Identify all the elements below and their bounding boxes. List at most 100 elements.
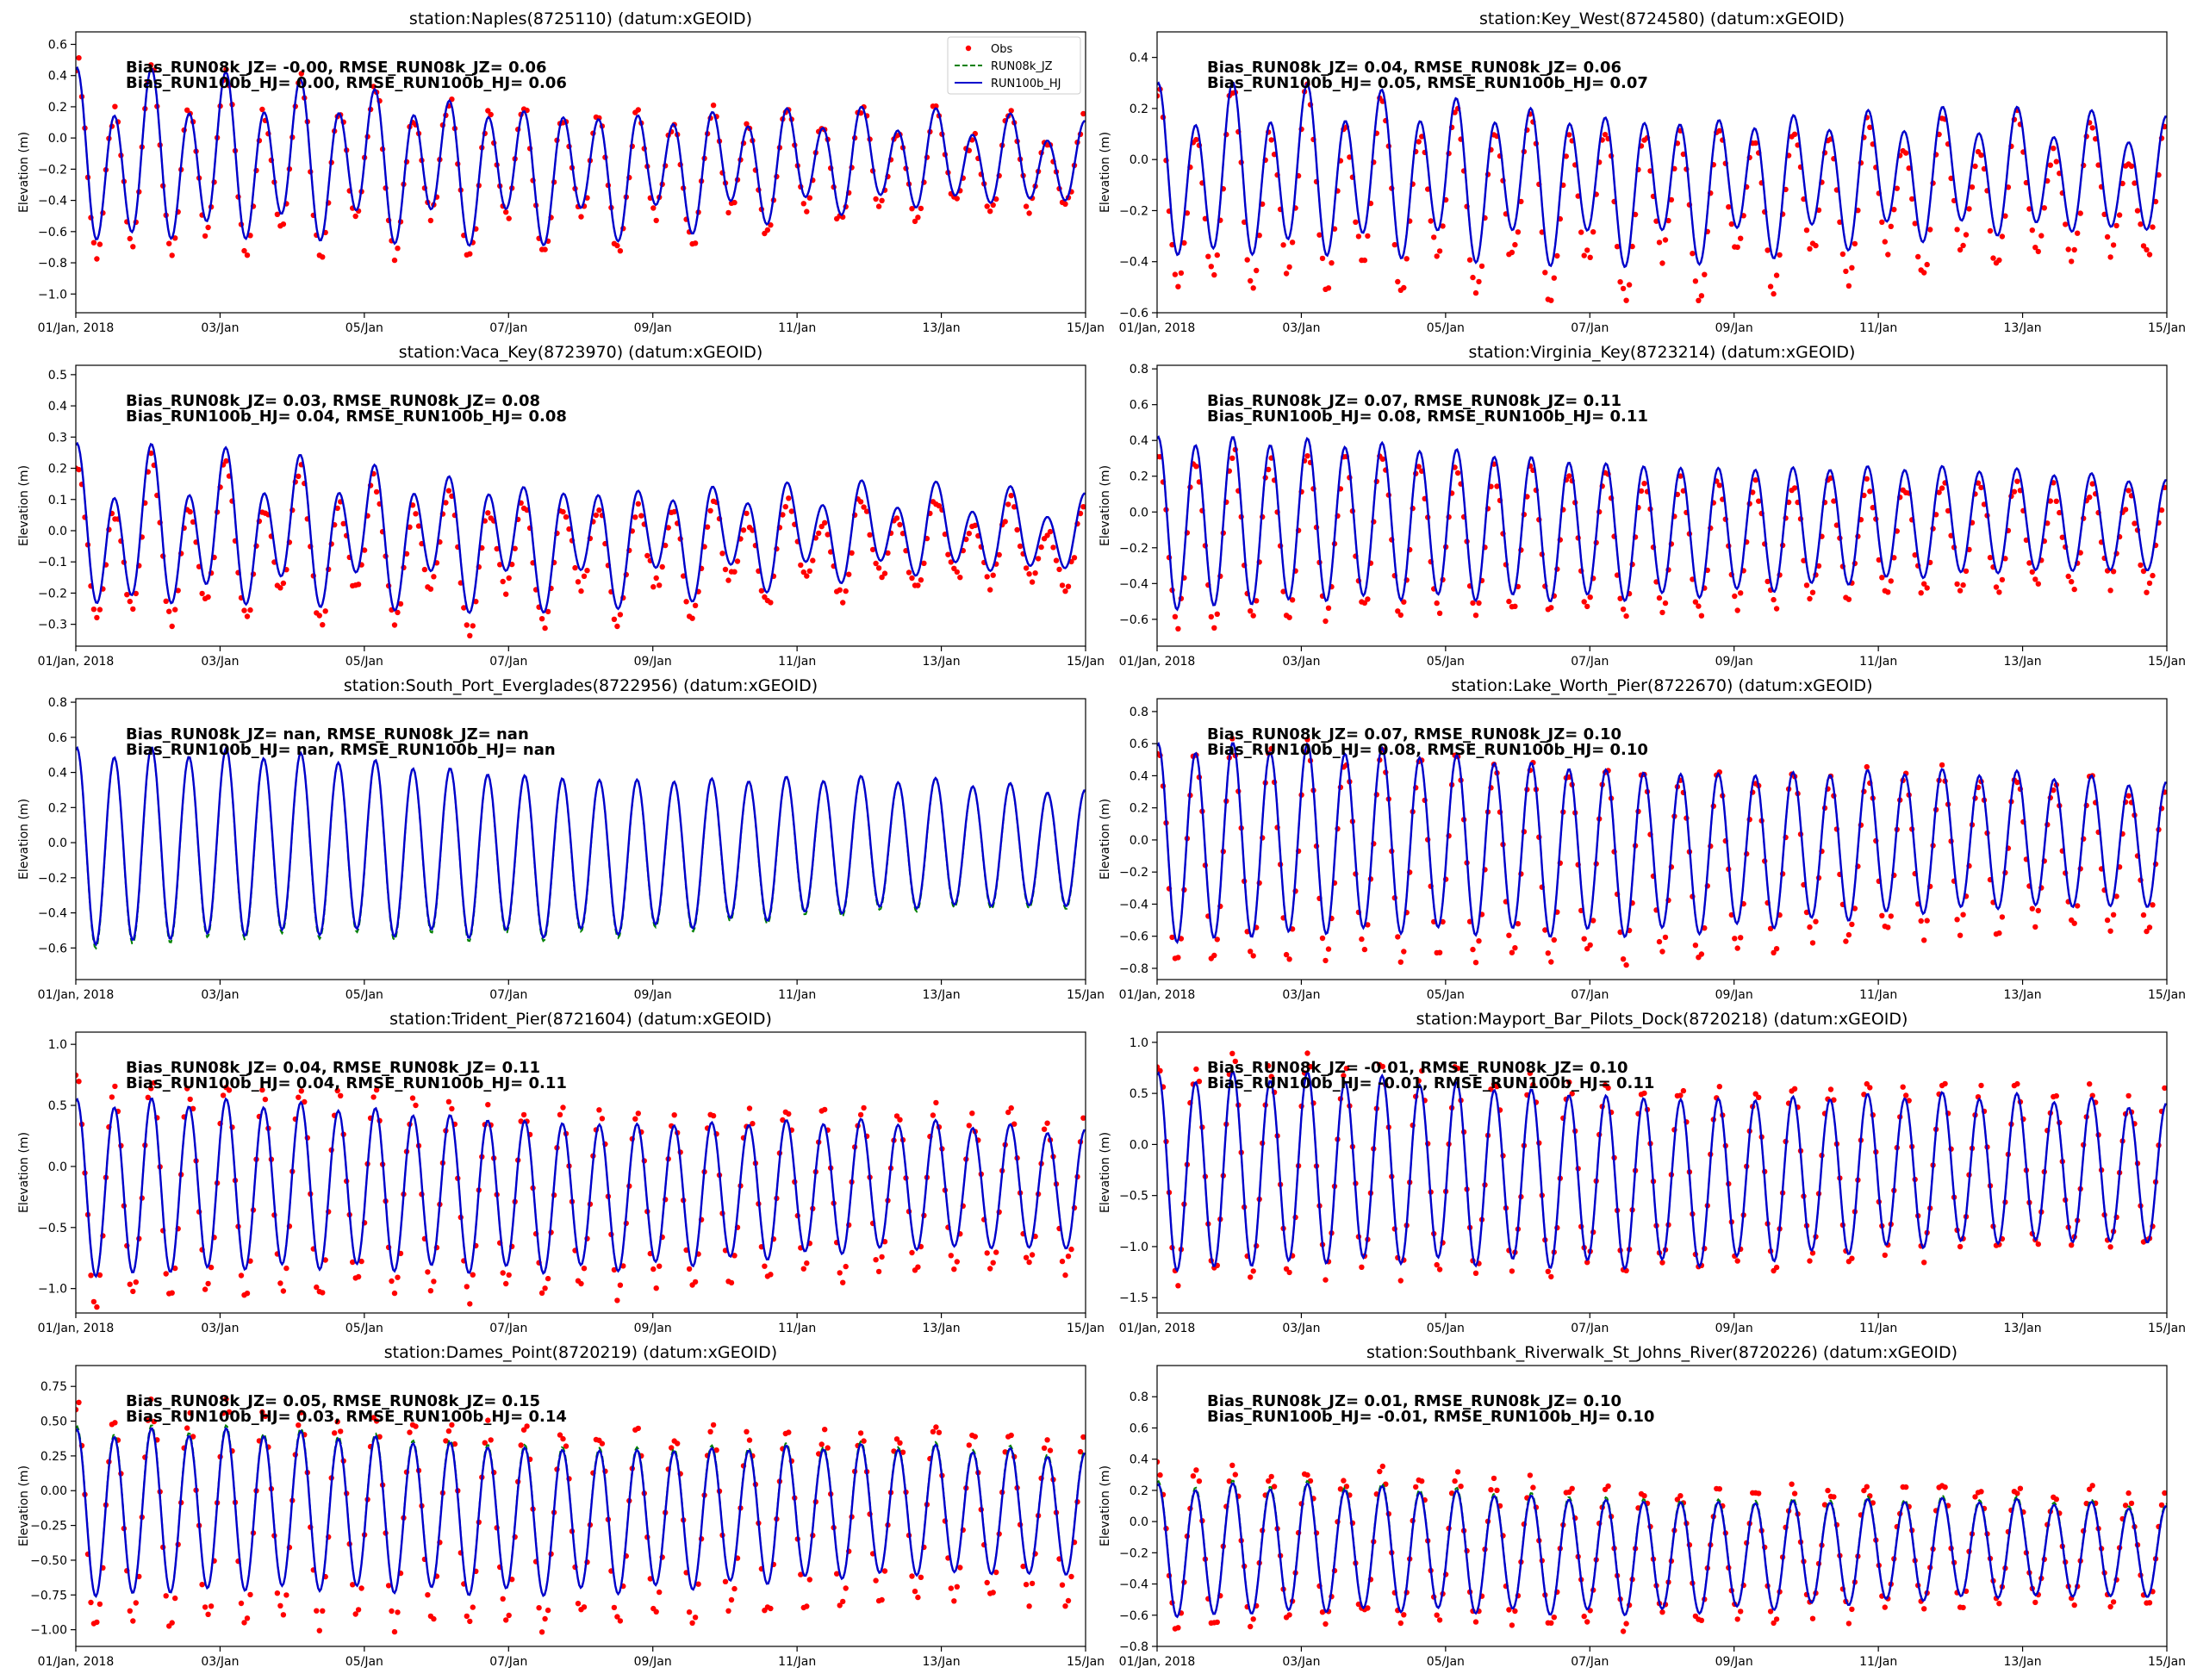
obs-point — [822, 1427, 828, 1433]
data-layer — [1157, 736, 2167, 968]
obs-point — [172, 1595, 178, 1602]
obs-point — [2110, 912, 2117, 918]
obs-point — [1659, 1260, 1665, 1266]
obs-point — [1454, 1065, 1461, 1072]
obs-point — [1813, 242, 1819, 249]
obs-point — [2026, 206, 2032, 212]
panel-title: station:Naples(8725110) (datum:xGEOID) — [409, 9, 752, 28]
obs-point — [2065, 573, 2071, 580]
obs-point — [1566, 132, 1572, 138]
obs-point — [1283, 271, 1290, 277]
obs-point — [1172, 271, 1179, 277]
obs-point — [665, 525, 671, 531]
data-layer — [1157, 435, 2167, 632]
obs-point — [1361, 946, 1368, 953]
obs-point — [1026, 210, 1032, 216]
obs-point — [2150, 902, 2156, 908]
obs-point — [614, 242, 620, 249]
obs-point — [2128, 1500, 2135, 1507]
x-tick-label: 13/Jan — [923, 655, 961, 669]
obs-point — [1927, 227, 1933, 233]
obs-point — [599, 1440, 606, 1447]
obs-point — [2071, 1602, 2077, 1608]
obs-point — [2029, 569, 2035, 576]
obs-point — [338, 1428, 344, 1434]
x-tick-label: 03/Jan — [201, 321, 239, 335]
obs-point — [316, 1627, 322, 1633]
obs-point — [650, 1266, 657, 1272]
obs-point — [1882, 1252, 1888, 1259]
obs-point — [1056, 566, 1062, 573]
y-tick-label: −0.5 — [38, 1222, 67, 1235]
data-layer — [76, 1396, 1086, 1635]
x-tick-label: 11/Jan — [778, 988, 816, 1002]
obs-point — [1029, 1580, 1036, 1587]
obs-point — [1831, 498, 1837, 504]
obs-point — [1397, 1278, 1404, 1284]
obs-point — [1566, 473, 1572, 479]
obs-point — [226, 1087, 233, 1093]
obs-point — [1077, 1448, 1084, 1455]
obs-point — [506, 575, 512, 582]
obs-point — [1268, 1473, 1274, 1480]
obs-point — [133, 590, 139, 597]
obs-point — [109, 1094, 115, 1100]
obs-point — [90, 1298, 97, 1305]
obs-point — [500, 1596, 506, 1602]
obs-point — [560, 508, 566, 515]
obs-point — [409, 1095, 416, 1101]
obs-point — [1942, 1484, 1948, 1490]
obs-point — [280, 1612, 287, 1618]
obs-point — [464, 622, 470, 628]
obs-point — [485, 108, 491, 114]
obs-point — [1885, 924, 1891, 930]
plot-frame — [75, 1031, 1086, 1314]
obs-point — [1698, 1617, 1705, 1624]
obs-point — [1178, 270, 1185, 277]
obs-point — [205, 1611, 211, 1618]
panel-title: station:Southbank_Riverwalk_St_Johns_Riv… — [1366, 1343, 1957, 1362]
obs-point — [987, 208, 993, 215]
obs-point — [1726, 204, 1732, 210]
y-tick-label: −0.75 — [30, 1589, 67, 1602]
obs-point — [1978, 152, 1984, 159]
obs-point — [506, 215, 512, 221]
obs-point — [314, 1608, 320, 1614]
obs-point — [334, 1419, 340, 1425]
obs-point — [494, 545, 500, 552]
y-tick-label: −0.8 — [38, 257, 67, 271]
obs-point — [804, 573, 810, 579]
obs-point — [355, 582, 362, 588]
obs-point — [145, 1094, 151, 1101]
obs-point — [650, 584, 657, 590]
obs-point — [692, 240, 699, 246]
obs-point — [358, 1258, 364, 1265]
obs-point — [470, 623, 476, 629]
obs-point — [1996, 1601, 2002, 1607]
obs-point — [1825, 1487, 1831, 1494]
obs-point — [1047, 528, 1054, 535]
obs-point — [2125, 488, 2132, 494]
obs-point — [187, 1409, 193, 1416]
obs-point — [1581, 1613, 1587, 1620]
obs-point — [1401, 1612, 1407, 1618]
x-tick-label: 11/Jan — [778, 655, 816, 669]
obs-point — [397, 600, 404, 607]
y-axis-label: Elevation (m) — [17, 465, 31, 546]
obs-point — [2059, 534, 2065, 540]
obs-point — [1791, 485, 1798, 491]
obs-point — [470, 1604, 476, 1610]
obs-point — [1716, 482, 1723, 488]
obs-point — [719, 551, 725, 557]
obs-point — [786, 1429, 792, 1435]
obs-point — [993, 1249, 999, 1255]
obs-point — [611, 616, 618, 622]
obs-point — [223, 457, 229, 464]
obs-point — [2002, 213, 2008, 219]
obs-point — [572, 564, 578, 571]
obs-point — [822, 1106, 828, 1113]
obs-point — [879, 197, 885, 203]
obs-point — [1602, 132, 1609, 138]
obs-point — [632, 514, 638, 520]
obs-point — [584, 568, 590, 574]
